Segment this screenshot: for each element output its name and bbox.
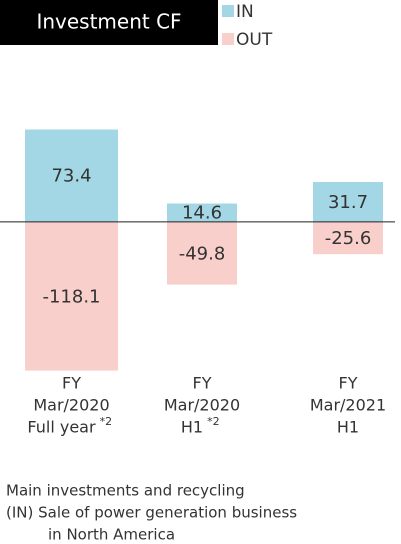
legend-label: IN — [236, 2, 254, 22]
bar — [25, 129, 118, 222]
x-tick-label: FY — [62, 374, 81, 393]
value-label: -49.8 — [179, 243, 226, 264]
legend-swatch — [222, 33, 234, 45]
x-tick-label: Mar/2020 — [164, 396, 240, 415]
x-tick-label: H1 — [337, 418, 359, 437]
value-label: 14.6 — [182, 203, 222, 224]
value-label: -118.1 — [42, 286, 100, 307]
bar — [313, 221, 383, 255]
x-tick-label: Mar/2021 — [310, 396, 386, 415]
legend-label: OUT — [236, 30, 273, 50]
footnote-mark: *2 — [100, 415, 113, 428]
legend-swatch — [222, 5, 234, 17]
bar — [313, 182, 383, 222]
x-tick-label: Full year — [27, 418, 96, 437]
footnote-mark: *2 — [207, 415, 220, 428]
x-tick-label: FY — [193, 374, 212, 393]
title-box — [0, 0, 218, 45]
value-label: 73.4 — [51, 166, 91, 187]
bar — [25, 221, 118, 371]
note: (IN) Sale of power generation business — [6, 504, 297, 522]
note: Main investments and recycling — [6, 482, 245, 500]
note: in North America — [48, 526, 175, 544]
bar — [167, 221, 237, 285]
chart-title: Investment CF — [36, 10, 181, 34]
bar — [167, 203, 237, 222]
value-label: -25.6 — [325, 228, 372, 249]
x-tick-label: H1 — [181, 418, 203, 437]
x-tick-label: Mar/2020 — [33, 396, 109, 415]
value-label: 31.7 — [328, 192, 368, 213]
x-tick-label: FY — [339, 374, 358, 393]
